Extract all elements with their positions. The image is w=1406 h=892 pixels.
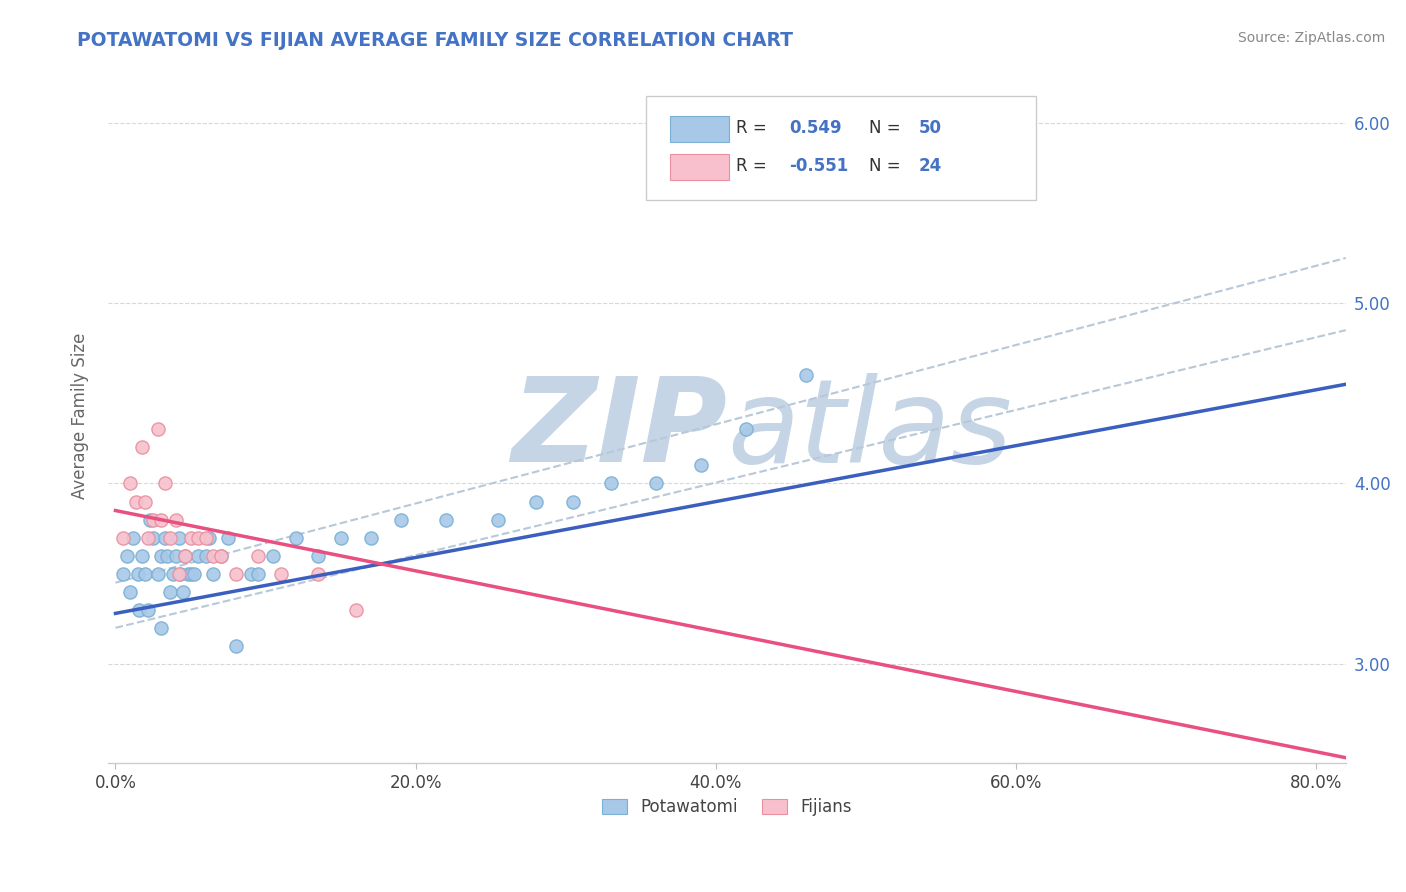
Point bbox=[247, 566, 270, 581]
Point bbox=[239, 566, 262, 581]
Point bbox=[162, 566, 184, 581]
Point bbox=[486, 512, 509, 526]
Point bbox=[179, 531, 201, 545]
Point bbox=[139, 512, 162, 526]
Point bbox=[165, 512, 187, 526]
Point bbox=[734, 422, 756, 436]
FancyBboxPatch shape bbox=[669, 116, 730, 142]
Point bbox=[111, 531, 134, 545]
Text: Source: ZipAtlas.com: Source: ZipAtlas.com bbox=[1237, 31, 1385, 45]
Point bbox=[167, 566, 190, 581]
Point bbox=[389, 512, 412, 526]
Point bbox=[562, 494, 585, 508]
Point bbox=[644, 476, 666, 491]
Y-axis label: Average Family Size: Average Family Size bbox=[72, 333, 89, 499]
Text: R =: R = bbox=[735, 119, 772, 136]
Point bbox=[155, 549, 177, 563]
Text: atlas: atlas bbox=[727, 373, 1012, 487]
Point bbox=[179, 566, 201, 581]
Text: 24: 24 bbox=[918, 157, 942, 175]
Text: 0.549: 0.549 bbox=[789, 119, 841, 136]
Point bbox=[125, 494, 148, 508]
Point bbox=[142, 531, 165, 545]
Text: ZIP: ZIP bbox=[510, 372, 727, 487]
Point bbox=[134, 566, 156, 581]
Point bbox=[329, 531, 352, 545]
Text: N =: N = bbox=[869, 157, 905, 175]
Point bbox=[134, 494, 156, 508]
Point bbox=[209, 549, 232, 563]
Point bbox=[524, 494, 547, 508]
Point bbox=[122, 531, 145, 545]
Point bbox=[183, 566, 205, 581]
Point bbox=[176, 566, 198, 581]
Point bbox=[194, 531, 217, 545]
Point bbox=[270, 566, 292, 581]
Point bbox=[146, 422, 169, 436]
FancyBboxPatch shape bbox=[647, 96, 1036, 201]
Point bbox=[153, 476, 176, 491]
Text: -0.551: -0.551 bbox=[789, 157, 848, 175]
Point bbox=[159, 531, 181, 545]
Point bbox=[173, 549, 195, 563]
Point bbox=[146, 566, 169, 581]
Point bbox=[284, 531, 307, 545]
Point bbox=[202, 549, 225, 563]
Point bbox=[202, 566, 225, 581]
Point bbox=[194, 549, 217, 563]
Point bbox=[149, 621, 172, 635]
Point bbox=[159, 584, 181, 599]
Point bbox=[111, 566, 134, 581]
Point bbox=[689, 458, 711, 473]
Point bbox=[131, 441, 153, 455]
Point bbox=[173, 549, 195, 563]
Point bbox=[360, 531, 382, 545]
Point bbox=[138, 531, 160, 545]
Point bbox=[128, 603, 150, 617]
Point bbox=[169, 566, 191, 581]
Text: 50: 50 bbox=[918, 119, 942, 136]
Point bbox=[434, 512, 457, 526]
Point bbox=[262, 549, 284, 563]
Point bbox=[127, 566, 149, 581]
Point bbox=[142, 512, 165, 526]
Point bbox=[599, 476, 621, 491]
Point bbox=[172, 584, 194, 599]
Point bbox=[149, 512, 172, 526]
Text: R =: R = bbox=[735, 157, 772, 175]
Point bbox=[217, 531, 239, 545]
Text: N =: N = bbox=[869, 119, 905, 136]
Point bbox=[187, 531, 209, 545]
Point bbox=[149, 549, 172, 563]
Point bbox=[138, 603, 160, 617]
FancyBboxPatch shape bbox=[669, 154, 730, 180]
Point bbox=[209, 549, 232, 563]
Legend: Potawatomi, Fijians: Potawatomi, Fijians bbox=[593, 789, 860, 824]
Point bbox=[120, 476, 142, 491]
Point bbox=[165, 549, 187, 563]
Point bbox=[131, 549, 153, 563]
Point bbox=[794, 368, 817, 383]
Point bbox=[120, 584, 142, 599]
Point bbox=[153, 531, 176, 545]
Text: POTAWATOMI VS FIJIAN AVERAGE FAMILY SIZE CORRELATION CHART: POTAWATOMI VS FIJIAN AVERAGE FAMILY SIZE… bbox=[77, 31, 793, 50]
Point bbox=[197, 531, 219, 545]
Point bbox=[247, 549, 270, 563]
Point bbox=[225, 566, 247, 581]
Point bbox=[167, 531, 190, 545]
Point bbox=[187, 549, 209, 563]
Point bbox=[307, 549, 329, 563]
Point bbox=[344, 603, 367, 617]
Point bbox=[307, 566, 329, 581]
Point bbox=[225, 639, 247, 653]
Point bbox=[117, 549, 139, 563]
